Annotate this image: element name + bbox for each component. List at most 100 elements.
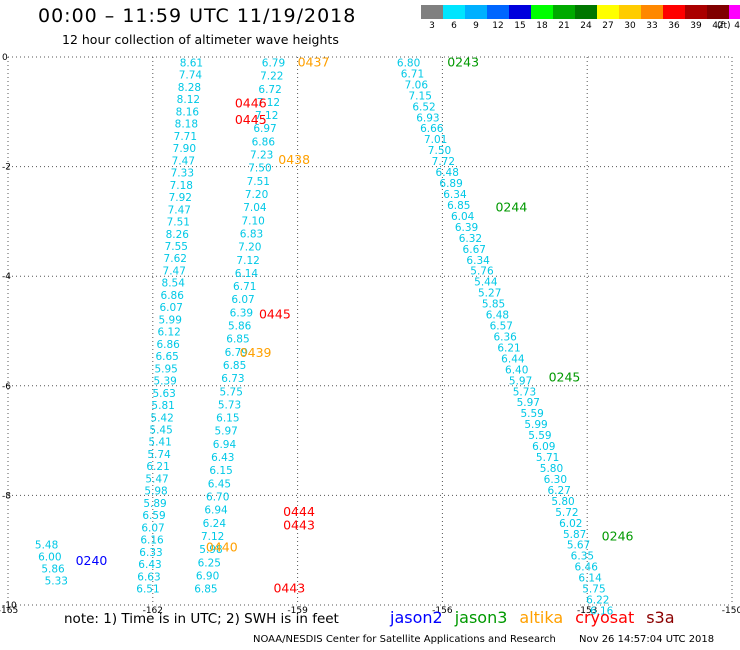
swh-value: 6.97	[253, 123, 276, 135]
swh-value: 5.73	[218, 399, 241, 411]
swh-value: 6.93	[416, 112, 439, 124]
swh-value: 7.12	[201, 531, 224, 543]
swh-value: 6.39	[455, 222, 478, 234]
colorbar-label: 39	[690, 21, 702, 31]
pass-label: 0445	[235, 112, 267, 127]
colorbar-label: 45	[734, 21, 740, 31]
swh-value: 7.71	[174, 131, 197, 143]
swh-value: 6.33	[139, 547, 162, 559]
swh-value: 6.04	[451, 211, 475, 223]
swh-value: 6.09	[532, 441, 555, 453]
swh-value: 6.07	[160, 302, 183, 314]
swh-value: 5.81	[151, 400, 174, 412]
swh-value: 6.86	[156, 339, 180, 351]
swh-value: 6.85	[226, 334, 249, 346]
colorbar-label: 9	[473, 21, 479, 31]
swh-value: 6.34	[443, 189, 467, 201]
swh-value: 6.43	[211, 452, 234, 464]
colorbar-swatch	[663, 5, 685, 19]
swh-value: 7.22	[260, 71, 283, 83]
colorbar-swatch	[465, 5, 487, 19]
x-tick-label: -162	[143, 606, 163, 616]
swh-value: 7.90	[173, 143, 196, 155]
swh-value: 5.98	[199, 544, 222, 556]
colorbar-label: 3	[429, 21, 435, 31]
swh-value: 5.44	[474, 277, 498, 289]
swh-value: 6.79	[262, 57, 285, 69]
pass-label: 0245	[549, 370, 581, 385]
swh-value: 8.28	[178, 82, 201, 94]
legend-entry-jason2: jason2	[390, 608, 443, 627]
swh-value: 6.15	[216, 413, 239, 425]
swh-value: 6.79	[225, 347, 248, 359]
swh-value: 8.12	[177, 94, 200, 106]
swh-value: 6.51	[136, 584, 159, 596]
colorbar-swatch	[421, 5, 443, 19]
colorbar-swatch	[729, 5, 740, 19]
swh-value: 5.75	[220, 386, 243, 398]
swh-value: 6.85	[223, 360, 246, 372]
pass-label: 0443	[273, 581, 305, 596]
swh-value: 8.26	[166, 229, 190, 241]
pass-label: 0439	[240, 345, 272, 360]
note-text: note: 1) Time is in UTC; 2) SWH is in fe…	[64, 611, 339, 627]
swh-value: 7.20	[238, 242, 261, 254]
pass-label: 0240	[76, 553, 108, 568]
footer-date: Nov 26 14:57:04 UTC 2018	[579, 634, 715, 645]
colorbar-label: 27	[602, 21, 614, 31]
swh-value: 7.47	[163, 265, 186, 277]
legend-entry-s3a: s3a	[646, 608, 675, 627]
swh-value: 7.10	[241, 215, 264, 227]
swh-value: 5.67	[567, 540, 590, 552]
swh-value: 7.15	[409, 90, 432, 102]
pass-label: 0438	[278, 152, 310, 167]
swh-value: 6.46	[575, 562, 599, 574]
swh-value: 6.45	[208, 478, 231, 490]
swh-value: 6.36	[493, 331, 517, 343]
y-tick-label: -4	[2, 272, 11, 282]
y-tick-label: -8	[2, 491, 11, 501]
swh-value: 6.07	[141, 522, 164, 534]
colorbar-label: 15	[514, 21, 526, 31]
colorbar-label: 6	[451, 21, 457, 31]
swh-value: 5.89	[143, 498, 166, 510]
x-tick-label: -153	[577, 606, 597, 616]
page-title: 00:00 – 11:59 UTC 11/19/2018	[38, 5, 357, 27]
colorbar	[421, 5, 740, 20]
swh-value: 6.35	[571, 551, 594, 563]
swh-value: 6.85	[447, 200, 470, 212]
colorbar-swatch	[575, 5, 597, 19]
colorbar-label: 36	[668, 21, 680, 31]
swh-value: 7.20	[245, 189, 268, 201]
swh-value: 5.59	[528, 430, 551, 442]
pass-label: 0437	[298, 54, 330, 69]
colorbar-label: 42	[712, 21, 724, 31]
colorbar-swatch	[641, 5, 663, 19]
swh-value: 6.43	[138, 559, 161, 571]
y-tick-label: -10	[2, 601, 17, 611]
pass-label: 0444	[283, 504, 315, 519]
colorbar-swatch	[487, 5, 509, 19]
swh-value: 7.92	[169, 192, 192, 204]
swh-value: 5.97	[509, 375, 532, 387]
swh-value: 6.72	[258, 84, 281, 96]
pass-label: 0246	[602, 529, 634, 544]
swh-value: 6.16	[590, 605, 614, 617]
colorbar-swatch	[443, 5, 465, 19]
pass-label: 0243	[447, 54, 479, 69]
swh-value: 6.48	[436, 167, 459, 179]
colorbar-label: 12	[492, 21, 504, 31]
swh-value: 6.63	[137, 571, 160, 583]
colorbar-swatch	[509, 5, 531, 19]
swh-value: 7.55	[165, 241, 188, 253]
swh-value: 6.00	[38, 552, 61, 564]
swh-value: 6.52	[412, 101, 435, 113]
swh-value: 7.50	[428, 145, 451, 157]
swh-value: 6.15	[209, 465, 232, 477]
colorbar-swatch	[619, 5, 641, 19]
swh-value: 6.07	[231, 294, 254, 306]
swh-value: 8.61	[180, 57, 203, 69]
swh-value: 6.65	[155, 351, 178, 363]
colorbar-label: 30	[624, 21, 636, 31]
